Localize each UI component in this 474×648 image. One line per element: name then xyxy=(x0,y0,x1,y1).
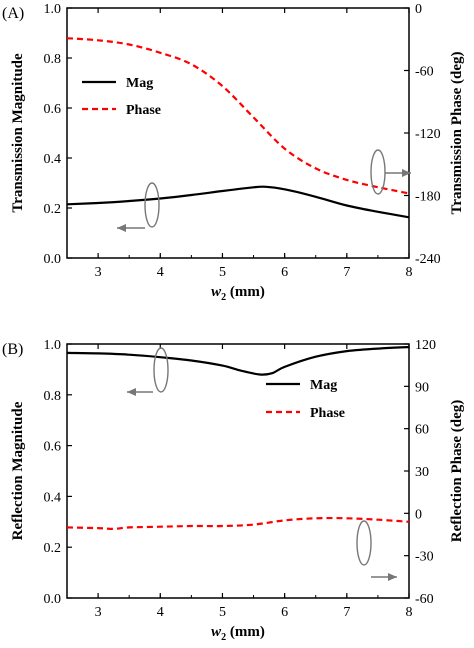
plot-frame xyxy=(66,343,410,599)
x-tick-label: 7 xyxy=(343,265,350,280)
axis-indicator-ellipse xyxy=(356,520,372,566)
y-right-tick-label: -240 xyxy=(415,252,441,267)
x-tick-label: 5 xyxy=(219,605,226,620)
x-axis-label: w2 (mm) xyxy=(211,284,265,303)
x-axis-label-var: w xyxy=(211,284,222,300)
x-axis-label-unit: (mm) xyxy=(226,284,265,300)
y-right-tick-label: -60 xyxy=(415,592,434,607)
y-right-tick-label: -60 xyxy=(415,65,434,80)
axis-indicator-arrow-head xyxy=(388,573,397,581)
axis-indicator-arrow-head xyxy=(127,388,136,396)
y-left-axis-label: Reflection Magnitude xyxy=(10,401,26,540)
y-right-tick-label: 0 xyxy=(415,2,422,17)
y-left-tick-label: 1.0 xyxy=(44,2,62,17)
x-axis-label-sub: 2 xyxy=(221,632,226,643)
y-left-tick-label: 0.0 xyxy=(44,252,62,267)
panel-label: (A) xyxy=(2,5,24,22)
legend-label-mag: Mag xyxy=(126,76,153,91)
y-left-tick-label: 0.2 xyxy=(44,202,62,217)
y-right-axis-label: Transmission Phase (deg) xyxy=(449,51,465,214)
y-right-tick-label: -30 xyxy=(415,550,434,565)
y-right-tick-label: 30 xyxy=(415,465,429,480)
x-tick-label: 8 xyxy=(406,265,413,280)
y-right-tick-label: -180 xyxy=(415,190,441,205)
y-right-axis-label: Reflection Phase (deg) xyxy=(449,400,465,542)
series-line-phase xyxy=(66,37,410,195)
axis-indicator-ellipse xyxy=(370,149,386,195)
y-left-axis-label: Transmission Magnitude xyxy=(10,53,26,213)
legend-label-phase: Phase xyxy=(126,103,161,118)
y-left-tick-label: 0.8 xyxy=(44,52,62,67)
y-right-tick-label: 90 xyxy=(415,380,429,395)
axis-indicator-ellipse xyxy=(153,347,169,393)
axis-indicator-arrow-head xyxy=(117,224,126,232)
y-left-tick-label: 0.2 xyxy=(44,541,62,556)
series-line-mag xyxy=(66,185,410,219)
y-right-tick-label: 60 xyxy=(415,423,429,438)
x-tick-label: 4 xyxy=(157,605,164,620)
x-tick-label: 5 xyxy=(219,265,226,280)
y-right-tick-label: -120 xyxy=(415,127,441,142)
legend-label-phase: Phase xyxy=(310,406,345,421)
x-axis-label: w2 (mm) xyxy=(211,624,265,643)
x-axis-label-unit: (mm) xyxy=(226,624,265,640)
y-left-tick-label: 0.4 xyxy=(44,490,62,505)
y-left-tick-label: 0.8 xyxy=(44,389,62,404)
x-tick-label: 3 xyxy=(95,265,102,280)
legend-label-mag: Mag xyxy=(310,378,337,393)
plot-frame xyxy=(66,7,410,259)
y-right-tick-label: 120 xyxy=(415,338,436,353)
y-right-tick-label: 0 xyxy=(415,507,422,522)
panel-b: 3 4 5 6 7 8 0.0 0.2 0.4 0.6 0.8 1.0 -60 -30 0 30 60 90 120… xyxy=(2,338,465,643)
axis-indicator-arrow-head xyxy=(402,169,411,177)
y-left-tick-label: 1.0 xyxy=(44,338,62,353)
y-left-tick-label: 0.4 xyxy=(44,152,62,167)
x-axis-label-sub: 2 xyxy=(221,292,226,303)
x-tick-label: 6 xyxy=(281,265,288,280)
x-tick-label: 7 xyxy=(343,605,350,620)
panel-label: (B) xyxy=(2,341,23,358)
axis-indicator-ellipse xyxy=(144,182,160,228)
y-left-tick-label: 0.0 xyxy=(44,592,62,607)
series-line-mag xyxy=(66,345,410,376)
y-left-tick-label: 0.6 xyxy=(44,102,62,117)
x-tick-label: 8 xyxy=(406,605,413,620)
panel-a: 3 4 5 6 7 8 0.0 0.2 0.4 0.6 0.8 1.0 -240 -180 -120 -60 0… xyxy=(2,2,465,303)
x-axis-label-var: w xyxy=(211,624,222,640)
x-tick-label: 4 xyxy=(157,265,164,280)
series-line-phase xyxy=(66,516,410,531)
x-tick-label: 6 xyxy=(281,605,288,620)
x-tick-label: 3 xyxy=(95,605,102,620)
y-left-tick-label: 0.6 xyxy=(44,440,62,455)
